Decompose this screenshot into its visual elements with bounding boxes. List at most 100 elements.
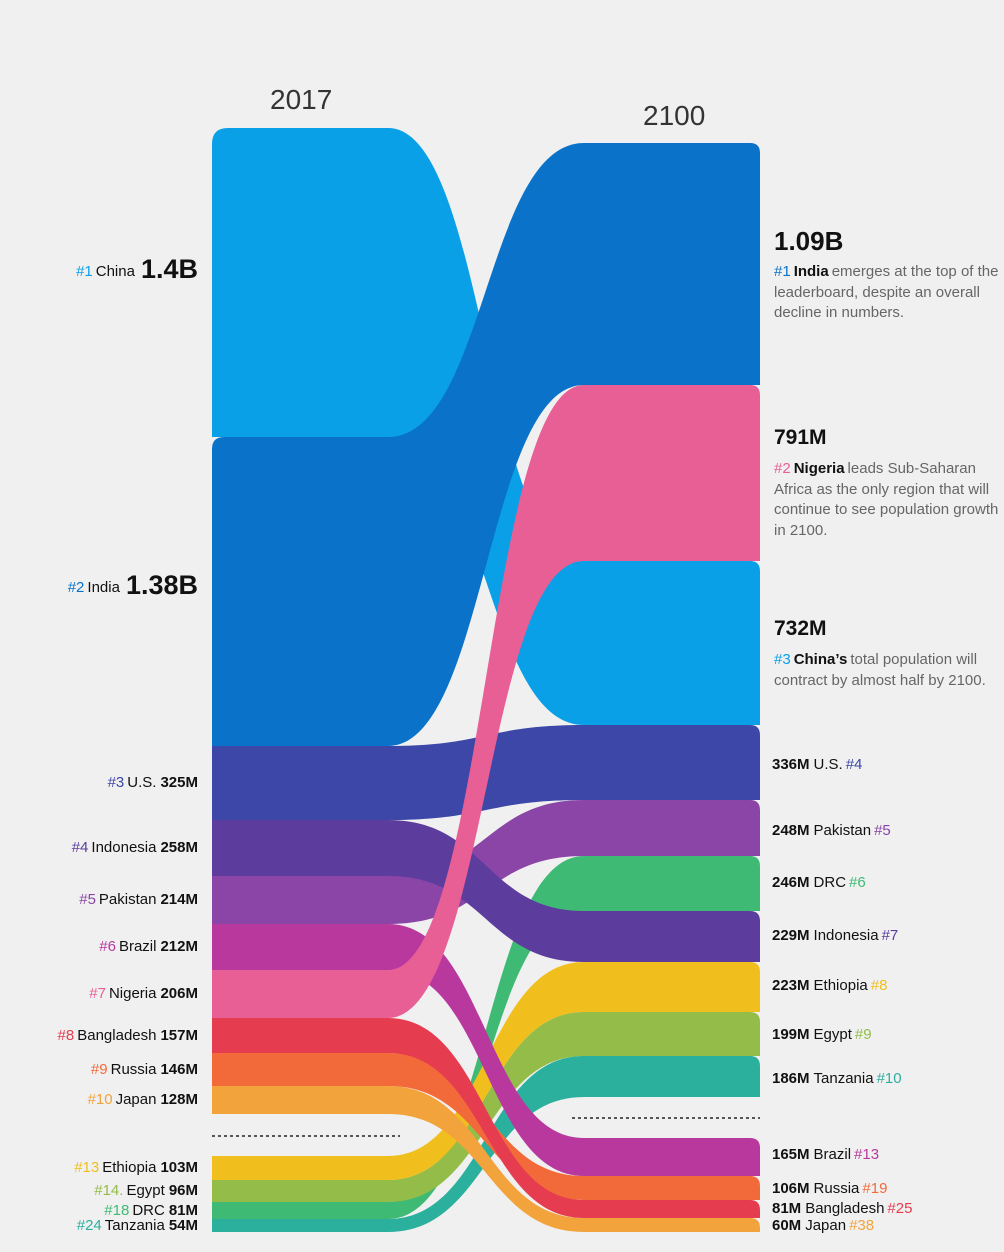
left-rank: #1 — [76, 263, 93, 280]
left-label-russia: #9 Russia 146M — [91, 1061, 198, 1079]
callout-china-name: China’s — [793, 651, 848, 668]
right-country-name: Pakistan — [813, 822, 872, 839]
left-rank: #13 — [74, 1159, 100, 1176]
right-country-name: Japan — [805, 1217, 847, 1234]
right-value-label: 199M — [772, 1026, 810, 1043]
left-rank: #6 — [99, 938, 116, 955]
flow-band-bangladesh — [212, 1018, 760, 1218]
right-country-name: Brazil — [813, 1146, 852, 1163]
callout-india-text: #1 India emerges at the top of the leaderb… — [774, 262, 999, 324]
right-label-tanzania: 186M Tanzania #10 — [772, 1070, 902, 1088]
left-value-label: 1.4B — [140, 254, 198, 284]
left-country-name: U.S. — [127, 774, 157, 791]
left-country-name: Japan — [115, 1091, 157, 1108]
left-country-name: Egypt — [126, 1182, 165, 1199]
right-rank: #8 — [870, 977, 888, 994]
left-value-label: 81M — [168, 1201, 198, 1219]
right-label-indonesia: 229M Indonesia #7 — [772, 927, 898, 945]
flow-bands — [212, 128, 760, 1232]
left-country-name: Russia — [110, 1060, 157, 1078]
right-rank: #9 — [854, 1026, 872, 1043]
right-rank: #38 — [849, 1217, 875, 1234]
right-label-egypt: 199M Egypt #9 — [772, 1026, 872, 1044]
right-country-name: Bangladesh — [805, 1200, 885, 1217]
left-rank: #2 — [67, 579, 85, 596]
flow-band-nigeria — [212, 385, 760, 1018]
flow-band-brazil — [212, 924, 760, 1176]
right-value-label: 223M — [772, 977, 810, 994]
left-rank: #10 — [87, 1091, 113, 1108]
left-country-name: Ethiopia — [102, 1159, 157, 1176]
flow-band-indonesia — [212, 820, 760, 962]
right-country-name: U.S. — [813, 756, 843, 773]
right-value-label: 248M — [772, 822, 810, 839]
right-rank: #19 — [862, 1180, 888, 1197]
left-rank: #9 — [90, 1060, 108, 1078]
callout-nigeria-desc: leads Sub-Saharan Africa as the only reg… — [774, 460, 999, 539]
callout-india-desc: emerges at the top of the leaderboard, d… — [774, 263, 999, 321]
left-value-label: 54M — [168, 1216, 198, 1234]
right-value-label: 106M — [772, 1180, 810, 1197]
left-value-label: 325M — [160, 774, 198, 791]
left-country-name: Tanzania — [104, 1216, 165, 1234]
left-rank: #18 — [104, 1201, 130, 1219]
right-value-label: 336M — [772, 756, 810, 773]
right-country-name: Russia — [813, 1180, 860, 1197]
year-left-label: 2017 — [270, 84, 333, 115]
right-country-name: Ethiopia — [813, 977, 868, 994]
right-label-russia: 106M Russia #19 — [772, 1180, 887, 1198]
callout-nigeria-rank: #2 — [774, 460, 791, 477]
callout-china-rank: #3 — [774, 651, 791, 668]
left-label-ethiopia: #13 Ethiopia 103M — [74, 1159, 198, 1177]
left-country-name: China — [95, 263, 135, 280]
right-value-label: 165M — [772, 1146, 810, 1163]
flow-band-tanzania — [212, 1056, 760, 1232]
right-label-us: 336M U.S. #4 — [772, 756, 862, 774]
callout-india: 1.09B #1 India emerges at the top of the l… — [774, 226, 999, 324]
callout-nigeria-value: 791M — [774, 426, 827, 449]
right-value-label: 60M — [772, 1217, 802, 1234]
right-rank: #6 — [849, 874, 866, 891]
left-value-label: 214M — [160, 891, 198, 908]
callout-china-text: #3 China’s total population will contract … — [774, 650, 999, 691]
flow-band-india — [212, 143, 760, 746]
right-rank: #10 — [876, 1070, 902, 1087]
left-label-china: #1 China 1.4B — [76, 256, 198, 283]
right-rank: #25 — [887, 1200, 913, 1217]
flow-band-egypt — [212, 1012, 760, 1202]
left-label-indonesia: #4 Indonesia 258M — [72, 839, 198, 857]
right-label-drc: 246M DRC #6 — [772, 874, 866, 892]
left-label-drc: #18 DRC 81M — [104, 1202, 198, 1220]
left-country-name: DRC — [132, 1201, 165, 1219]
left-rank: #4 — [71, 839, 89, 856]
left-label-egypt: #14. Egypt 96M — [94, 1182, 198, 1200]
left-label-pakistan: #5 Pakistan 214M — [79, 891, 198, 909]
callout-china-desc: total population will contract by almost… — [774, 651, 986, 689]
left-label-us: #3 U.S. 325M — [108, 774, 198, 792]
left-label-nigeria: #7 Nigeria 206M — [89, 985, 198, 1003]
left-value-label: 212M — [160, 938, 198, 955]
callout-nigeria: 791M #2 Nigeria leads Sub-Saharan Africa a… — [774, 423, 999, 541]
right-label-japan: 60M Japan #38 — [772, 1217, 874, 1235]
callout-india-name: India — [793, 263, 829, 280]
callout-china-value: 732M — [774, 617, 827, 640]
left-value-label: 96M — [168, 1182, 198, 1199]
left-country-name: Nigeria — [108, 985, 157, 1002]
left-country-name: Pakistan — [98, 891, 157, 908]
right-rank: #7 — [881, 927, 899, 944]
left-label-bangladesh: #8 Bangladesh 157M — [58, 1027, 198, 1045]
right-rank: #4 — [845, 756, 863, 773]
left-value-label: 1.38B — [125, 570, 198, 600]
callout-india-rank: #1 — [774, 263, 791, 280]
left-value-label: 146M — [160, 1060, 198, 1078]
left-rank: #5 — [79, 891, 96, 908]
left-rank: #24 — [76, 1216, 102, 1234]
callout-china: 732M #3 China’s total population will cont… — [774, 614, 999, 691]
left-country-name: India — [87, 579, 120, 596]
callout-nigeria-name: Nigeria — [793, 460, 845, 477]
left-label-brazil: #6 Brazil 212M — [99, 938, 198, 956]
right-value-label: 229M — [772, 927, 810, 944]
left-value-label: 206M — [160, 985, 198, 1002]
callout-nigeria-text: #2 Nigeria leads Sub-Saharan Africa as the… — [774, 459, 999, 541]
